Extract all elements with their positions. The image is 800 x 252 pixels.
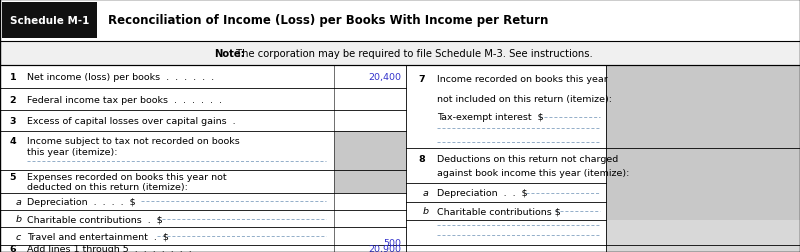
Text: Expenses recorded on books this year not: Expenses recorded on books this year not bbox=[27, 172, 227, 181]
Text: Travel and entertainment  .  $: Travel and entertainment . $ bbox=[27, 232, 169, 241]
Text: a: a bbox=[422, 188, 428, 197]
Text: 3: 3 bbox=[10, 117, 16, 125]
Text: Add lines 1 through 5  .  .  .  .  .  .  .: Add lines 1 through 5 . . . . . . . bbox=[27, 244, 192, 252]
Bar bbox=[334, 170, 406, 193]
Text: a: a bbox=[16, 197, 22, 206]
Text: 1: 1 bbox=[10, 73, 16, 82]
Text: 4: 4 bbox=[10, 137, 16, 146]
Bar bbox=[334, 132, 406, 170]
Text: Income recorded on books this year: Income recorded on books this year bbox=[437, 74, 607, 83]
Text: Federal income tax per books  .  .  .  .  .  .: Federal income tax per books . . . . . . bbox=[27, 95, 222, 104]
Text: Income subject to tax not recorded on books: Income subject to tax not recorded on bo… bbox=[27, 137, 240, 146]
Text: 9: 9 bbox=[418, 251, 425, 252]
Text: deducted on this return (itemize):: deducted on this return (itemize): bbox=[27, 182, 188, 191]
Text: Add lines 7 and 8  .  .  .  .  .  .  .: Add lines 7 and 8 . . . . . . . bbox=[437, 251, 582, 252]
Text: 20,900: 20,900 bbox=[369, 244, 402, 252]
Bar bbox=[0, 42, 800, 66]
Text: Charitable contributions $: Charitable contributions $ bbox=[437, 207, 561, 215]
Bar bbox=[606, 220, 800, 245]
Text: Depreciation  .  .  .  .  $: Depreciation . . . . $ bbox=[27, 197, 136, 206]
Text: b: b bbox=[422, 207, 429, 215]
Text: Excess of capital losses over capital gains  .: Excess of capital losses over capital ga… bbox=[27, 117, 236, 125]
Bar bbox=[606, 66, 800, 149]
Bar bbox=[606, 183, 800, 202]
Text: 8: 8 bbox=[418, 154, 425, 163]
Text: Reconciliation of Income (Loss) per Books With Income per Return: Reconciliation of Income (Loss) per Book… bbox=[108, 14, 548, 27]
Text: 500: 500 bbox=[384, 238, 402, 247]
Text: Tax-exempt interest  $: Tax-exempt interest $ bbox=[437, 113, 543, 121]
Bar bbox=[606, 202, 800, 220]
Text: 2: 2 bbox=[10, 95, 16, 104]
Text: 6: 6 bbox=[10, 244, 16, 252]
Text: b: b bbox=[16, 214, 22, 223]
Text: not included on this return (itemize):: not included on this return (itemize): bbox=[437, 94, 612, 103]
Text: against book income this year (itemize):: against book income this year (itemize): bbox=[437, 168, 629, 177]
Text: Note:: Note: bbox=[214, 49, 245, 58]
Text: Schedule M-1: Schedule M-1 bbox=[10, 16, 90, 26]
Text: 5: 5 bbox=[10, 172, 16, 181]
Text: c: c bbox=[16, 232, 22, 241]
Text: The corporation may be required to file Schedule M-3. See instructions.: The corporation may be required to file … bbox=[208, 49, 592, 58]
Text: 20,400: 20,400 bbox=[369, 73, 402, 82]
Text: this year (itemize):: this year (itemize): bbox=[27, 147, 118, 156]
Text: Net income (loss) per books  .  .  .  .  .  .: Net income (loss) per books . . . . . . bbox=[27, 73, 214, 82]
Text: Deductions on this return not charged: Deductions on this return not charged bbox=[437, 154, 618, 163]
Text: Depreciation  .  .  $: Depreciation . . $ bbox=[437, 188, 527, 197]
Bar bbox=[606, 245, 800, 252]
Bar bbox=[0, 0, 800, 42]
Text: Charitable contributions  .  $: Charitable contributions . $ bbox=[27, 214, 163, 223]
Text: 7: 7 bbox=[418, 74, 425, 83]
Bar bbox=[606, 149, 800, 183]
Bar bbox=[2, 3, 97, 39]
